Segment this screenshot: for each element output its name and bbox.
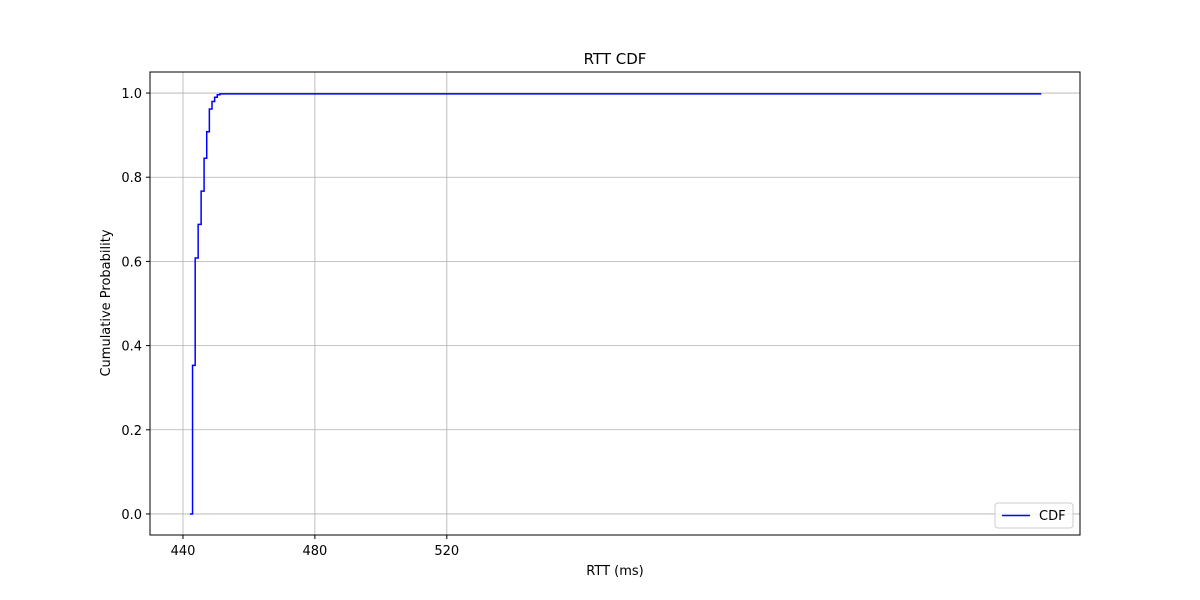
x-axis-ticks: 440 480 520: [171, 535, 459, 559]
legend-label-cdf: CDF: [1039, 509, 1066, 524]
series-line-cdf: [189, 93, 1042, 515]
x-axis-label: RTT (ms): [586, 564, 643, 579]
y-axis-ticks: 0.0 0.2 0.4 0.6 0.8 1.0: [121, 87, 150, 523]
y-tick-label: 0.6: [121, 255, 142, 270]
legend: CDF: [994, 502, 1074, 529]
y-tick-label: 0.8: [121, 171, 142, 186]
y-axis-label: Cumulative Probability: [99, 229, 114, 376]
y-tick-label: 0.0: [121, 508, 142, 523]
series-layer: [189, 93, 1042, 515]
chart-title: RTT CDF: [584, 50, 647, 68]
x-tick-label: 520: [434, 544, 459, 559]
grid: [150, 72, 1080, 535]
legend-box: [994, 502, 1074, 529]
x-tick-label: 440: [171, 544, 196, 559]
y-tick-label: 0.2: [121, 424, 142, 439]
y-tick-label: 1.0: [121, 87, 142, 102]
x-tick-label: 480: [302, 544, 327, 559]
plot-frame: [149, 71, 1081, 536]
y-tick-label: 0.4: [121, 340, 142, 355]
